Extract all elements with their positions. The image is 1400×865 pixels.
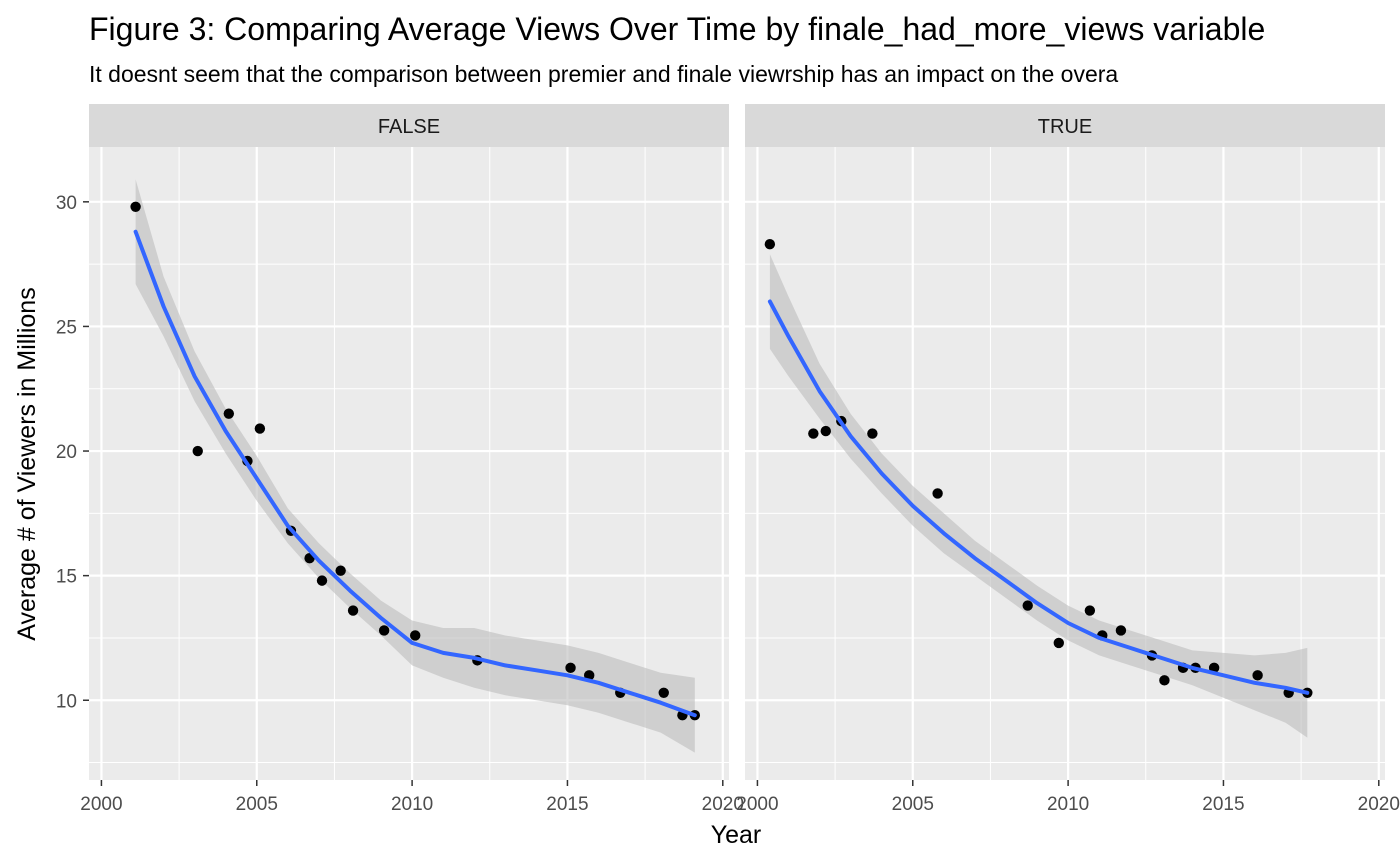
data-point [223, 408, 235, 419]
loess-smooth-line [767, 299, 1310, 695]
data-point [867, 428, 878, 439]
y-tick-label: 15 [56, 567, 77, 588]
y-tick-label: 30 [56, 193, 77, 214]
data-point [1252, 670, 1263, 681]
data-point [764, 238, 776, 250]
data-point [1022, 600, 1033, 611]
data-point [1053, 637, 1064, 649]
data-point [808, 428, 819, 439]
facet-panel-true: TRUE 2000 2005 2010 2015 2020 [736, 104, 1400, 815]
data-point [192, 445, 203, 457]
x-tick-label: 2005 [892, 794, 934, 815]
facet-strip-label: FALSE [378, 116, 440, 138]
x-tick-label: 2015 [546, 794, 588, 815]
data-point [335, 565, 346, 576]
facet-panels: FALSE 2000 2005 2010 2015 2020 10 15 20 25 30 TRUE 2… [56, 104, 1400, 815]
data-point [316, 575, 328, 586]
chart-title: Figure 3: Comparing Average Views Over T… [89, 11, 1265, 47]
data-point [932, 488, 943, 499]
facet-strip [89, 104, 729, 147]
x-tick-label: 2005 [236, 794, 278, 815]
x-tick-label: 2000 [736, 794, 778, 815]
data-point [1159, 675, 1170, 686]
chart-subtitle: It doesnt seem that the comparison betwe… [89, 61, 1118, 87]
facet-panel-false: FALSE 2000 2005 2010 2015 2020 10 15 20 25 30 [56, 104, 744, 815]
x-axis-title: Year [711, 821, 762, 849]
y-tick-label: 10 [56, 691, 77, 712]
data-point [565, 662, 576, 674]
data-point [410, 630, 421, 641]
x-tick-label: 2000 [80, 794, 122, 815]
data-point [1084, 605, 1096, 616]
data-point [820, 425, 831, 437]
x-tick-label: 2010 [391, 794, 433, 815]
x-tick-label: 2020 [1358, 794, 1400, 815]
loess-smooth-line [133, 229, 697, 718]
data-point [347, 605, 359, 616]
x-tick-label: 2020 [702, 794, 744, 815]
y-tick-label: 20 [56, 442, 77, 463]
x-tick-label: 2015 [1202, 794, 1244, 815]
data-point [1115, 625, 1127, 636]
data-point [658, 687, 669, 698]
facet-strip-label: TRUE [1038, 116, 1092, 138]
confidence-ribbon [769, 254, 1308, 738]
y-tick-label: 25 [56, 317, 77, 338]
data-point [254, 423, 266, 434]
facet-strip [745, 104, 1385, 147]
x-tick-label: 2010 [1047, 794, 1089, 815]
y-axis-title: Average # of Viewers in Millions [13, 287, 41, 640]
data-point [130, 201, 141, 213]
data-point [378, 625, 390, 636]
